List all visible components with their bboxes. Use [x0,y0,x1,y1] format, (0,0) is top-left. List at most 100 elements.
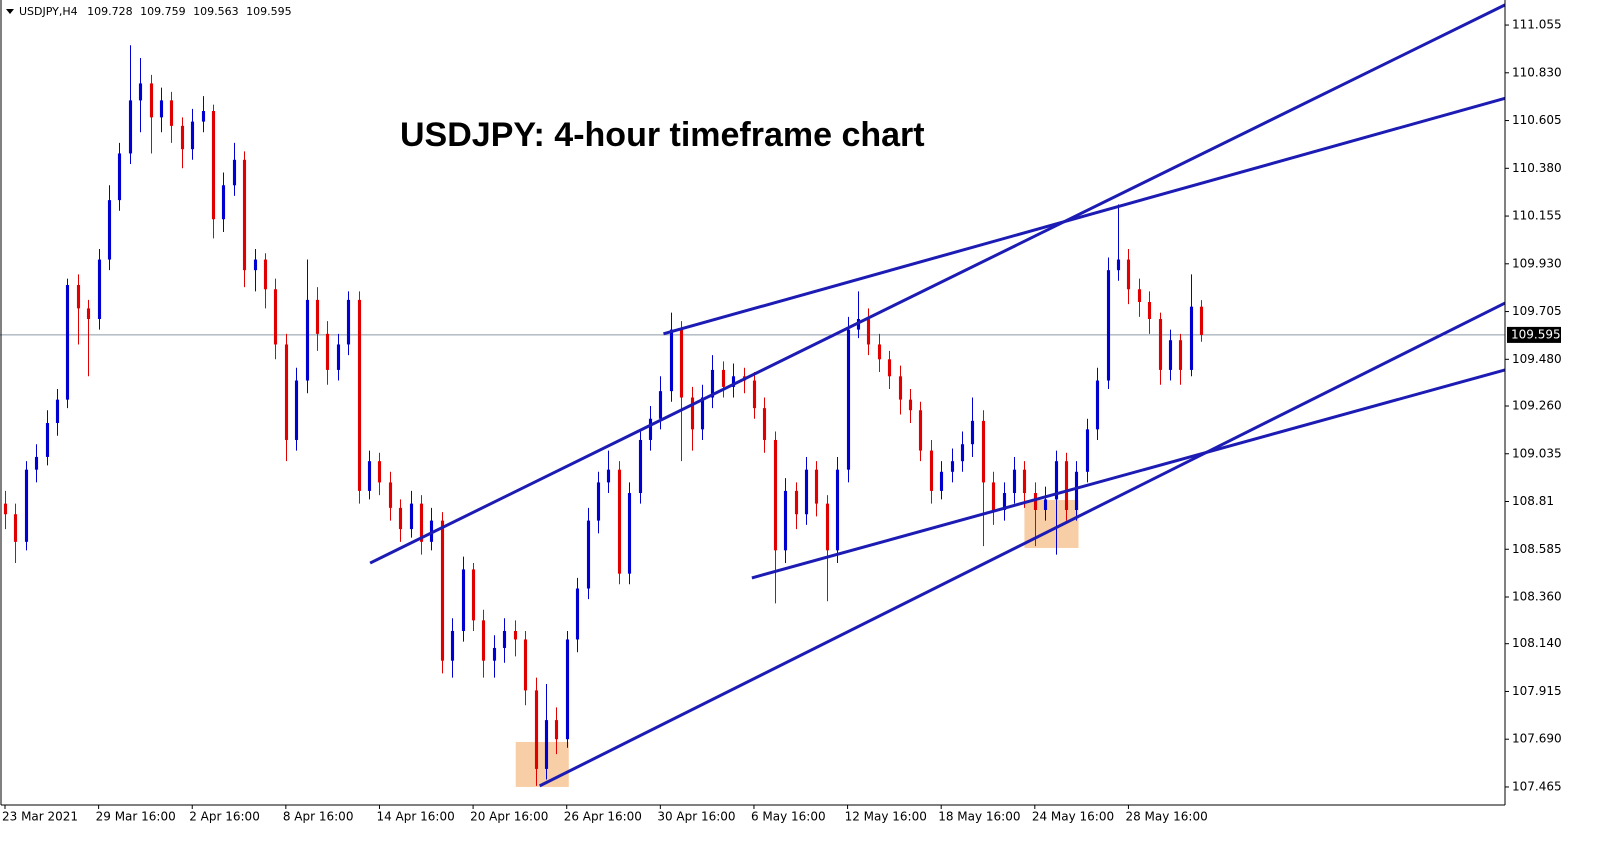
candle-body [1106,270,1111,381]
open-value: 109.728 [87,5,133,18]
y-tick-label: 108.360 [1512,590,1562,604]
close-value: 109.595 [246,5,292,18]
candle-body [658,391,663,419]
x-tick-label: 29 Mar 16:00 [96,810,176,824]
y-tick-label: 109.930 [1512,256,1562,270]
candle-body [315,299,320,334]
y-tick-label: 109.035 [1512,446,1562,460]
candle-body [554,720,559,740]
candle-body [690,397,695,430]
symbol: USDJPY,H4 [19,5,78,18]
candle-body [1116,259,1121,271]
candle-body [34,456,39,470]
candle-body [492,647,497,661]
candle-body [461,569,466,631]
candle-body [523,639,528,691]
x-tick-label: 14 Apr 16:00 [376,810,454,824]
candle-body [242,159,247,271]
candle-body [1095,380,1100,430]
candle-body [835,469,840,551]
candle-body [232,159,237,186]
candle-body [700,397,705,430]
y-tick-label: 108.140 [1512,636,1562,650]
candle-body [773,439,778,551]
current-price-label: 109.595 [1511,327,1561,341]
menu-triangle [6,9,14,14]
candle-body [211,110,216,220]
candle-body [1012,469,1017,494]
candle-body [86,308,91,319]
candle-body [606,469,611,483]
candle-body [970,420,975,445]
trendline [369,3,1506,565]
x-tick-label: 6 May 16:00 [751,810,826,824]
candle-body [357,299,362,491]
candle-body [107,200,112,260]
y-tick-label: 108.585 [1512,542,1562,556]
candle-body [1022,469,1027,494]
candle-body [929,450,934,491]
y-tick-label: 107.915 [1512,684,1562,698]
candle-body [638,439,643,494]
candle-body [887,359,892,377]
candle-body [825,503,830,551]
trendline [663,96,1506,336]
candle-body [201,110,206,122]
candle-body [325,333,330,370]
candle-body [752,380,757,409]
candle-body [190,121,195,150]
candle-body [45,422,50,457]
candle-body [117,153,122,201]
y-tick-label: 111.055 [1512,18,1562,32]
candle-body [513,630,518,640]
candles [3,45,1204,786]
candle-body [908,399,913,411]
candle-body [76,285,81,309]
candle-body [128,100,133,154]
candle-body [710,369,715,398]
x-tick-label: 30 Apr 16:00 [657,810,735,824]
candle-body [97,259,102,319]
candle-body [253,259,258,271]
candle-body [783,490,788,551]
highlight-zone [515,741,569,787]
x-tick-label: 28 May 16:00 [1125,810,1207,824]
candle-body [762,408,767,440]
candle-body [377,461,382,483]
candle-body [1043,499,1048,510]
candle-body [367,461,372,491]
y-tick-label: 108.81 [1512,494,1554,508]
candle-body [305,299,310,381]
candle-body [169,100,174,126]
candle-body [918,410,923,451]
candle-body [3,503,8,515]
candle-body [596,482,601,521]
candle-body [388,482,393,508]
candle-body [991,482,996,510]
zones [515,500,1079,787]
candle-body [565,639,570,740]
x-tick-label: 23 Mar 2021 [2,810,78,824]
candle-body [1054,461,1059,500]
candle-body [617,469,622,574]
axes: 107.465 107.690 107.915 108.140 108.360 108.5… [0,0,1562,824]
candle-body [273,289,278,345]
candle-body [398,507,403,530]
candle-body [1126,259,1131,290]
candle-body [1137,289,1142,303]
candle-body [794,490,799,515]
candle-body [1074,471,1079,510]
candle-body [846,329,851,470]
candle-body [55,399,60,423]
candle-body [731,376,736,387]
y-tick-label: 110.605 [1512,113,1562,127]
candle-body [1002,493,1007,510]
candle-body [440,520,445,661]
y-tick-label: 110.830 [1512,65,1562,79]
y-tick-label: 109.260 [1512,399,1562,413]
candle-body [721,369,726,387]
candle-body [898,376,903,400]
